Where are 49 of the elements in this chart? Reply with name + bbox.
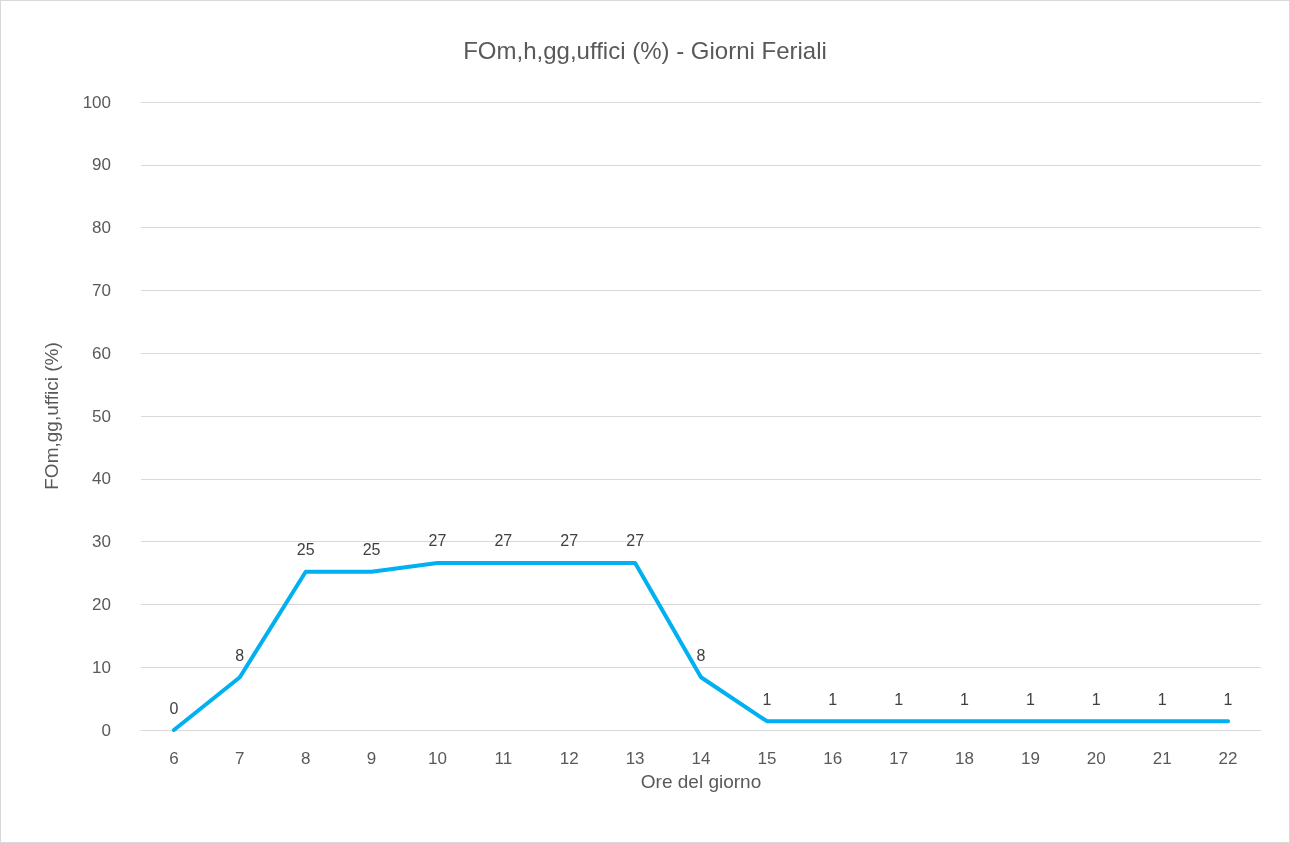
y-tick-label: 80 bbox=[92, 218, 111, 238]
data-label: 27 bbox=[560, 532, 579, 550]
x-tick-label: 16 bbox=[823, 749, 843, 768]
data-label: 25 bbox=[362, 541, 381, 559]
x-tick-label: 9 bbox=[366, 749, 377, 768]
x-tick-label: 22 bbox=[1218, 749, 1238, 768]
data-label: 8 bbox=[696, 646, 706, 664]
line-series bbox=[171, 560, 1231, 732]
y-axis-title: FOm,gg,uffici (%) bbox=[41, 342, 62, 490]
y-tick-label: 60 bbox=[92, 343, 111, 363]
data-label: 25 bbox=[296, 541, 315, 559]
data-label: 27 bbox=[494, 532, 513, 550]
y-tick-label: 10 bbox=[92, 657, 111, 677]
x-tick-label: 11 bbox=[494, 749, 513, 768]
x-tick-label: 8 bbox=[300, 749, 311, 768]
x-tick-label: 10 bbox=[428, 749, 447, 768]
x-axis-title: Ore del giorno bbox=[640, 771, 762, 792]
data-label: 1 bbox=[762, 690, 772, 708]
x-tick-label: 6 bbox=[169, 749, 179, 768]
y-tick-label: 100 bbox=[82, 92, 111, 112]
chart-title: FOm,h,gg,uffici (%) - Giorni Feriali bbox=[463, 36, 827, 64]
x-tick-label: 14 bbox=[691, 749, 711, 768]
y-tick-label: 0 bbox=[101, 720, 111, 740]
data-label: 1 bbox=[1091, 690, 1101, 708]
x-tick-label: 21 bbox=[1152, 749, 1172, 768]
data-label: 1 bbox=[960, 690, 970, 708]
x-tick-label: 20 bbox=[1086, 749, 1106, 768]
x-tick-label: 19 bbox=[1020, 749, 1040, 768]
data-label: 27 bbox=[626, 532, 645, 550]
data-label: 1 bbox=[894, 690, 904, 708]
x-tick-label: 7 bbox=[235, 749, 245, 768]
data-label: 0 bbox=[169, 699, 179, 717]
x-tick-label: 13 bbox=[625, 749, 645, 768]
y-tick-label: 70 bbox=[92, 280, 111, 300]
data-label: 27 bbox=[428, 532, 447, 550]
data-label: 1 bbox=[1223, 690, 1233, 708]
data-label: 1 bbox=[1157, 690, 1167, 708]
data-label: 1 bbox=[1025, 690, 1035, 708]
x-tick-label: 15 bbox=[757, 749, 777, 768]
y-tick-label: 40 bbox=[92, 469, 111, 489]
data-label: 8 bbox=[235, 646, 245, 664]
x-tick-label: 18 bbox=[955, 749, 974, 768]
x-tick-label: 17 bbox=[889, 749, 909, 768]
y-tick-label: 50 bbox=[92, 406, 111, 426]
x-tick-label: 12 bbox=[559, 749, 579, 768]
data-label: 1 bbox=[828, 690, 838, 708]
y-tick-label: 90 bbox=[92, 155, 111, 175]
y-tick-label: 20 bbox=[92, 594, 111, 614]
y-tick-label: 30 bbox=[92, 532, 111, 552]
